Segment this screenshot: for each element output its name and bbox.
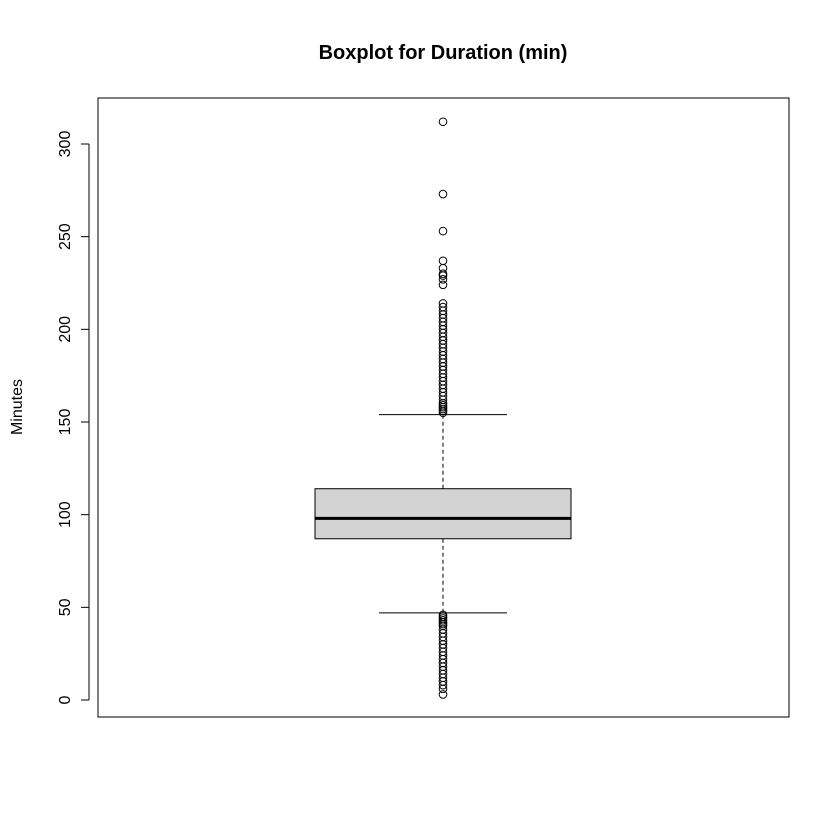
outlier-point (438, 263, 448, 273)
outlier-point (438, 280, 448, 290)
outlier-point (438, 302, 448, 312)
outlier-point (438, 117, 448, 127)
outlier-point (438, 189, 448, 199)
iqr-box (314, 488, 572, 540)
outlier-point (438, 610, 448, 620)
outlier-point (438, 256, 448, 266)
boxplot (314, 414, 572, 614)
y-tick-label-100: 100 (57, 501, 74, 528)
outlier-point (438, 226, 448, 236)
y-tick-label-50: 50 (57, 598, 74, 616)
y-axis-label: Minutes (9, 379, 26, 435)
outliers (438, 117, 448, 699)
outlier-point (438, 274, 448, 284)
y-tick-label-200: 200 (57, 316, 74, 343)
outlier-point (438, 690, 448, 699)
outlier-point (438, 299, 448, 308)
plot-frame (97, 97, 790, 718)
chart-title: Boxplot for Duration (min) (319, 42, 568, 64)
y-tick-label-300: 300 (57, 131, 74, 158)
y-tick-label-150: 150 (57, 409, 74, 436)
y-axis: 0 50 100 150 200 250 300 (57, 131, 90, 704)
y-tick-label-250: 250 (57, 223, 74, 250)
outlier-point (438, 269, 448, 279)
y-tick-label-0: 0 (57, 695, 74, 704)
